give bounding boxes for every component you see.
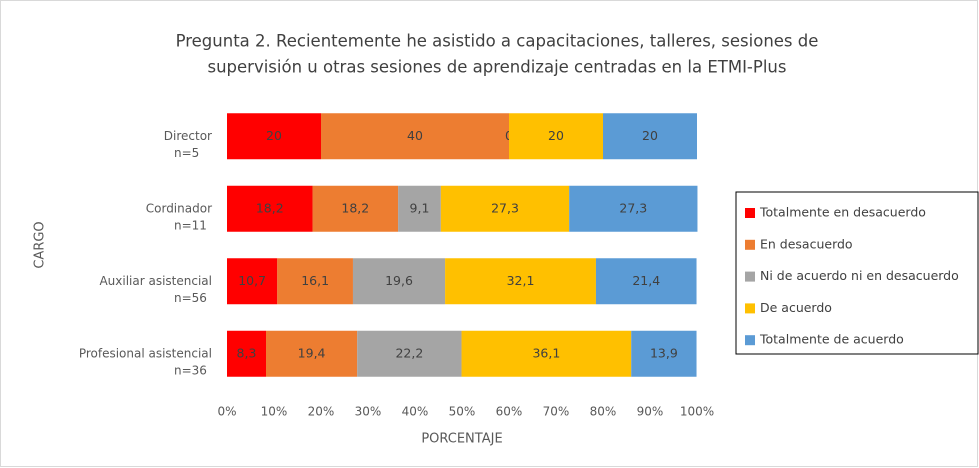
chart-title: Pregunta 2. Recientemente he asistido a …	[176, 32, 819, 51]
y-tick-label: Director	[164, 129, 212, 143]
data-label: 27,3	[491, 200, 519, 215]
y-tick-count: n=5	[174, 146, 199, 160]
bar-segment	[398, 185, 441, 232]
y-axis-title: CARGO	[33, 221, 48, 268]
y-tick-label: Cordinador	[146, 201, 212, 215]
chart-title: supervisión u otras sesiones de aprendiz…	[208, 58, 787, 77]
x-tick-label: 20%	[308, 405, 335, 419]
data-label: 36,1	[532, 345, 560, 360]
data-label: 16,1	[301, 273, 329, 288]
bar-segment	[631, 330, 697, 377]
data-label: 20	[548, 128, 564, 143]
bar-segment	[461, 330, 632, 377]
bar-segment	[227, 113, 321, 160]
data-label: 13,9	[650, 345, 678, 360]
bar-segment	[509, 113, 603, 160]
legend-swatch	[745, 239, 755, 250]
legend-swatch	[745, 208, 755, 218]
bar-segment	[312, 185, 399, 232]
y-tick-count: n=11	[174, 218, 207, 232]
x-tick-label: 60%	[496, 405, 523, 419]
y-tick-count: n=56	[174, 291, 207, 305]
x-tick-label: 80%	[590, 405, 617, 419]
data-label: 8,3	[237, 345, 257, 360]
x-tick-label: 50%	[449, 405, 476, 419]
data-label: 10,7	[238, 273, 266, 288]
legend-label: Totalmente de acuerdo	[759, 332, 904, 347]
legend-swatch	[745, 303, 755, 314]
legend-label: De acuerdo	[760, 300, 832, 315]
bar-segment	[440, 185, 570, 232]
bar-segment	[277, 258, 353, 305]
bar-segment	[352, 258, 446, 305]
data-label: 20	[642, 128, 658, 143]
legend-swatch	[745, 271, 755, 282]
bar-segment	[321, 113, 509, 160]
x-tick-label: 30%	[355, 405, 382, 419]
x-tick-label: 100%	[680, 405, 714, 419]
y-tick-count: n=36	[174, 363, 207, 377]
bar-segment	[357, 330, 462, 377]
bar-segment	[603, 113, 697, 160]
x-axis-title: PORCENTAJE	[421, 432, 502, 447]
legend-label: En desacuerdo	[760, 236, 853, 251]
data-label: 21,4	[632, 273, 660, 288]
data-label: 20	[266, 128, 282, 143]
data-label: 19,6	[385, 273, 413, 288]
legend-box	[735, 191, 979, 355]
bar-segment	[227, 330, 267, 377]
data-label: 9,1	[410, 200, 430, 215]
data-label: 40	[407, 128, 423, 143]
bar-segment	[227, 258, 278, 305]
data-label: 22,2	[395, 345, 423, 360]
x-tick-label: 40%	[402, 405, 429, 419]
bar-segment	[595, 258, 697, 305]
y-tick-label: Auxiliar asistencial	[99, 274, 212, 288]
bar-segment	[569, 185, 698, 232]
data-label: 27,3	[619, 200, 647, 215]
x-tick-label: 0%	[217, 405, 236, 419]
data-label: 32,1	[507, 273, 535, 288]
legend-label: Ni de acuerdo ni en desacuerdo	[760, 268, 959, 283]
bar-segment	[266, 330, 358, 377]
legend-label: Totalmente en desacuerdo	[759, 205, 926, 220]
x-tick-label: 90%	[637, 405, 664, 419]
bar-segment	[445, 258, 596, 305]
data-label: 19,4	[298, 345, 326, 360]
data-label: 18,2	[341, 200, 369, 215]
bar-segment	[227, 185, 313, 232]
data-label: 18,2	[256, 200, 284, 215]
x-tick-label: 70%	[543, 405, 570, 419]
x-tick-label: 10%	[261, 405, 288, 419]
y-tick-label: Profesional asistencial	[79, 346, 212, 360]
legend-swatch	[745, 335, 755, 346]
